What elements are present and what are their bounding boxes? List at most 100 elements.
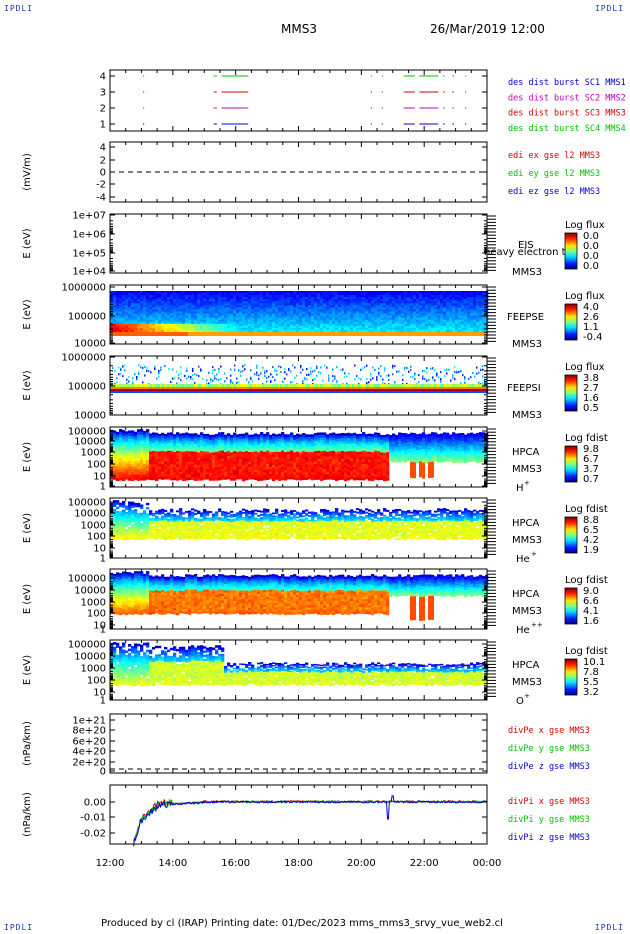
colorbar-tick-label: 1.1 (583, 322, 599, 333)
ytick-label: 2 (100, 104, 106, 115)
instrument-label: HPCA (512, 589, 540, 600)
legend-entry: divPi z gse MMS3 (508, 833, 590, 843)
xtick-label: 16:00 (221, 858, 250, 869)
xtick-label: 18:00 (284, 858, 313, 869)
colorbar-title: Log fdist (565, 433, 608, 444)
colorbar-tick-label: 4.2 (583, 535, 599, 546)
corner-tag-bottom-left: IPDLI (4, 923, 34, 932)
colorbar (564, 303, 578, 341)
colorbar-tick-label: 3.2 (583, 687, 599, 698)
colorbar-tick-label: 3.8 (583, 373, 599, 384)
legend-entry: divPi x gse MMS3 (508, 797, 590, 807)
y-axis-label: E (eV) (22, 299, 33, 329)
colorbar-title: Log flux (565, 220, 605, 231)
ytick-label: 100000 (68, 427, 106, 438)
panel-frame (109, 213, 488, 274)
instrument-label: HPCA (512, 447, 540, 458)
ytick-label: 10 (93, 621, 106, 632)
ytick-label: 10000 (74, 411, 106, 422)
ytick-label: 100 (87, 676, 106, 687)
colorbar-title: Log flux (565, 362, 605, 373)
legend-entry: des dist burst SC3 MMS3 (508, 109, 626, 119)
colorbar (564, 232, 578, 270)
colorbar-tick-label: 4.0 (583, 302, 599, 313)
panel-p4: 1000000 100000 10000 E (eV) FEEPSE MMS3 Log fl… (22, 283, 605, 351)
colorbar-tick-label: 7.8 (583, 667, 599, 678)
y-axis-label: E (eV) (22, 370, 33, 400)
ytick-label: 8e+20 (72, 726, 106, 737)
legend-entry: divPi y gse MMS3 (508, 815, 590, 825)
spacecraft-title: MMS3 (281, 22, 317, 36)
instrument-label: FEEPSE (507, 312, 544, 323)
y-axis-label: (nPa/km) (22, 792, 33, 837)
legend-entry: edi ez gse l2 MMS3 (508, 187, 600, 197)
ytick-label: 100000 (68, 498, 106, 509)
colorbar-title: Log fdist (565, 646, 608, 657)
ytick-label: 4 (100, 72, 106, 83)
ytick-label: 1 (100, 120, 106, 131)
legend-entry: edi ex gse l2 MMS3 (508, 151, 600, 161)
colorbar (564, 445, 578, 483)
colorbar-tick-label: 6.7 (583, 454, 599, 465)
species-label: He (516, 554, 530, 565)
date-title: 26/Mar/2019 12:00 (430, 22, 545, 36)
colorbar-title: Log fdist (565, 504, 608, 515)
y-axis-label: E (eV) (22, 228, 33, 258)
ytick-label: 1000 (81, 598, 106, 609)
colorbar-tick-label: 0.0 (583, 251, 599, 262)
y-axis-label: E (eV) (22, 655, 33, 685)
species-charge: ++ (531, 621, 543, 629)
colorbar-tick-label: 0.0 (583, 261, 599, 272)
legend-entry: edi ey gse l2 MMS3 (508, 169, 600, 179)
ytick-label: 2e+20 (72, 758, 106, 769)
colorbar-tick-label: 4.1 (583, 606, 599, 617)
colorbar-tick-label: 1.6 (583, 393, 599, 404)
ytick-label: -2 (96, 180, 106, 191)
ytick-label: -0.01 (80, 813, 106, 824)
ytick-label: 1000 (81, 521, 106, 532)
divpi-series-line (133, 799, 488, 842)
legend-entry: des dist burst SC1 MMS1 (508, 78, 626, 88)
ytick-label: 1e+05 (72, 249, 106, 260)
colorbar-tick-label: 1.6 (583, 616, 599, 627)
ytick-label: 10000 (74, 339, 106, 350)
ytick-label: 10000 (74, 509, 106, 520)
ytick-label: 6e+20 (72, 737, 106, 748)
footer-text: Produced by cl (IRAP) Printing date: 01/… (101, 918, 503, 929)
ytick-label: 1 (100, 625, 106, 636)
instrument-label: HPCA (512, 660, 540, 671)
species-label: O (516, 696, 524, 707)
legend-entry: des dist burst SC2 MMS2 (508, 93, 626, 103)
species-charge: + (531, 550, 537, 558)
spacecraft-label: MMS3 (512, 535, 542, 546)
ytick-label: 100 (87, 532, 106, 543)
species-label: H (516, 483, 524, 494)
colorbar-title: Log flux (565, 291, 605, 302)
species-label: He (516, 625, 530, 636)
colorbar-tick-label: 9.8 (583, 444, 599, 455)
ytick-label: 1000 (81, 664, 106, 675)
colorbar-title: Log fdist (565, 575, 608, 586)
colorbar-tick-label: 2.7 (583, 383, 599, 394)
panel-frame (109, 784, 488, 845)
panel-p11: 0.00 -0.01 -0.02 (nPa/km) divPi x gse MMS3 di… (22, 784, 590, 847)
ytick-label: -0.02 (80, 829, 106, 840)
ytick-label: 1e+21 (72, 716, 106, 727)
instrument-label: EIS (518, 240, 534, 251)
legend-entry: des dist burst SC4 MMS4 (508, 124, 626, 134)
colorbar-tick-label: 3.7 (583, 464, 599, 475)
ytick-label: 100000 (68, 312, 106, 323)
spacecraft-label: MMS3 (512, 464, 542, 475)
y-axis-label: (nPa/km) (22, 721, 33, 766)
spacecraft-label: MMS3 (512, 677, 542, 688)
spacecraft-label: MMS3 (512, 606, 542, 617)
divpi-series-line (133, 795, 488, 847)
colorbar-tick-label: 0.0 (583, 231, 599, 242)
ytick-label: 1000000 (61, 353, 106, 364)
ytick-label: 10 (93, 688, 106, 699)
